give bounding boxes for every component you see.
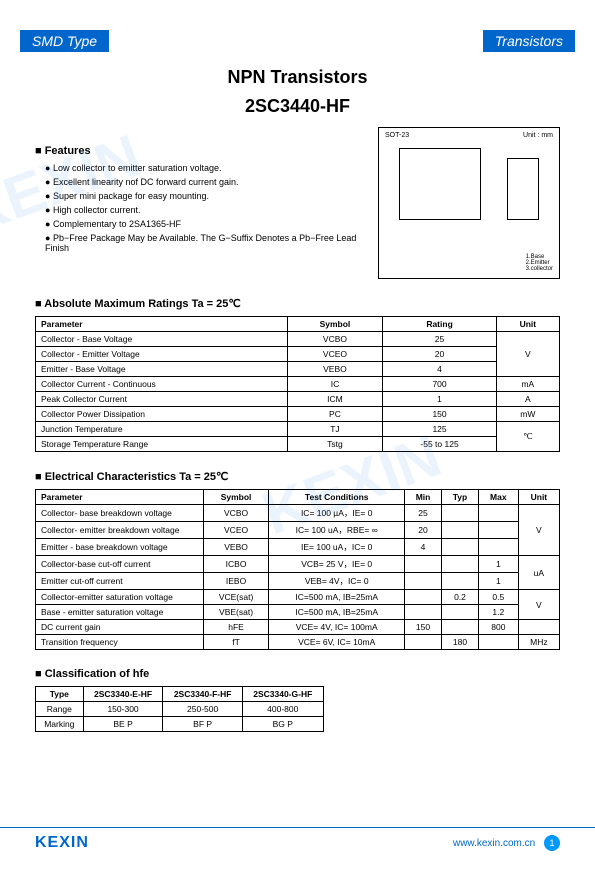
feature-item: Super mini package for easy mounting. xyxy=(45,191,358,201)
features-head: Features xyxy=(35,145,358,157)
doc-title: NPN Transistors xyxy=(0,67,595,88)
feature-item: High collector current. xyxy=(45,205,358,215)
logo: KEXIN xyxy=(35,834,89,852)
transistor-outline xyxy=(399,148,481,220)
side-view xyxy=(507,158,539,220)
footer: KEXIN www.kexin.com.cn 1 xyxy=(0,827,595,852)
pkg-label: SOT-23 xyxy=(385,132,409,139)
ec-head: Electrical Characteristics Ta = 25℃ xyxy=(35,470,560,483)
header-right: Transistors xyxy=(483,30,575,52)
ec-table: Parameter Symbol Test Conditions Min Typ… xyxy=(35,489,560,650)
class-head: Classification of hfe xyxy=(35,668,560,680)
part-number: 2SC3440-HF xyxy=(0,96,595,117)
amr-head: Absolute Maximum Ratings Ta = 25℃ xyxy=(35,297,560,310)
feature-item: Complementary to 2SA1365-HF xyxy=(45,219,358,229)
amr-table: Parameter Symbol Rating Unit Collector -… xyxy=(35,316,560,452)
feature-item: Pb−Free Package May be Available. The G−… xyxy=(45,233,358,253)
package-diagram: SOT-23 Unit : mm 1.Base 2.Emitter 3.coll… xyxy=(378,127,560,279)
header-left: SMD Type xyxy=(20,30,109,52)
page-number: 1 xyxy=(544,835,560,851)
unit-label: Unit : mm xyxy=(523,132,553,139)
features-list: Low collector to emitter saturation volt… xyxy=(35,163,358,253)
header-bar: SMD Type Transistors xyxy=(20,30,575,52)
class-table: Type 2SC3340-E-HF 2SC3340-F-HF 2SC3340-G… xyxy=(35,686,324,732)
url: www.kexin.com.cn xyxy=(453,838,535,849)
feature-item: Low collector to emitter saturation volt… xyxy=(45,163,358,173)
pin-labels: 1.Base 2.Emitter 3.collector xyxy=(526,254,553,272)
feature-item: Excellent linearity nof DC forward curre… xyxy=(45,177,358,187)
